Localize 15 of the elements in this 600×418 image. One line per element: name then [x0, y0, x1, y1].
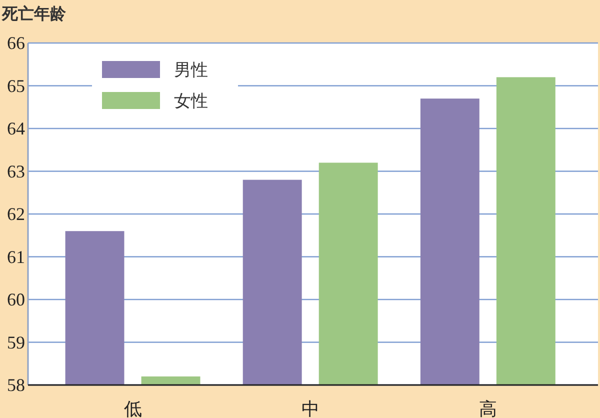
y-tick-label: 58 [7, 375, 25, 395]
y-tick-label: 64 [7, 118, 25, 138]
x-tick-label: 中 [301, 399, 320, 418]
y-tick-label: 62 [7, 204, 25, 224]
y-tick-label: 65 [7, 76, 25, 96]
y-tick-label: 60 [7, 290, 25, 310]
x-tick-label: 高 [478, 399, 497, 418]
legend-label: 男性 [174, 60, 208, 80]
y-axis-title: 死亡年龄 [1, 4, 67, 23]
y-tick-label: 61 [7, 246, 25, 267]
x-tick-label: 低 [124, 399, 142, 418]
y-tick-label: 59 [7, 332, 25, 352]
y-tick-label: 63 [7, 161, 25, 182]
y-tick-label: 66 [7, 33, 25, 53]
legend-label: 女性 [174, 92, 208, 110]
